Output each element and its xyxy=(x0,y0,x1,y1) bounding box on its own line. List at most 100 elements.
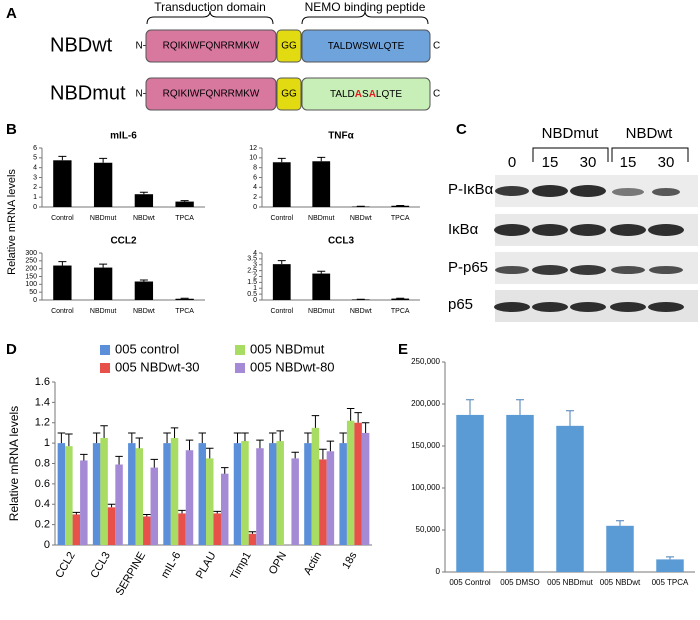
x-tick-label: CCL2 xyxy=(53,550,77,580)
bar xyxy=(311,427,320,545)
band xyxy=(532,265,568,275)
legend-swatch xyxy=(100,345,110,355)
y-tick-label: 150,000 xyxy=(411,441,440,450)
y-axis-label: Relative mRNA levels xyxy=(7,406,21,521)
y-tick-label: 200 xyxy=(25,266,37,273)
error-bar xyxy=(58,155,67,161)
bar xyxy=(100,438,108,545)
x-tick-label: TPCA xyxy=(175,215,194,222)
bar xyxy=(326,451,335,545)
chart-title: TNFα xyxy=(328,131,354,142)
row-label: P-p65 xyxy=(448,259,488,276)
x-tick-label: Timp1 xyxy=(228,550,253,582)
band xyxy=(570,265,606,275)
y-tick-label: 3 xyxy=(33,174,37,181)
y-tick-label: 8 xyxy=(253,165,257,172)
band xyxy=(610,302,646,312)
error-bar xyxy=(107,503,116,508)
legend-label: 005 NBDmut xyxy=(250,341,325,356)
y-tick-label: 0 xyxy=(33,204,37,211)
x-tick-label: TPCA xyxy=(175,308,194,315)
error-bar xyxy=(115,455,123,465)
error-bar xyxy=(566,410,574,426)
error-bar xyxy=(616,520,624,526)
peptide-box xyxy=(301,77,431,111)
bar xyxy=(506,414,534,572)
x-tick-label: Control xyxy=(270,308,293,315)
bar xyxy=(213,513,221,545)
error-bar xyxy=(180,200,189,202)
band xyxy=(532,302,568,312)
bar xyxy=(319,459,327,545)
y-tick-label: 2.5 xyxy=(247,267,257,274)
x-tick-label: Control xyxy=(51,308,74,315)
legend-swatch xyxy=(100,363,110,373)
chart-title: CCL2 xyxy=(110,236,137,247)
residue: A xyxy=(355,89,362,100)
bar xyxy=(170,438,179,545)
error-bar xyxy=(139,279,148,282)
construct-diagram: NBDwt N- RQIKIWFQNRRMKW GG TALDWSWLQTE C NBDmu… xyxy=(50,29,440,111)
row-label: P-IκBα xyxy=(448,181,494,198)
error-bar xyxy=(354,412,362,423)
y-tick-label: 3 xyxy=(253,262,257,269)
legend-label: 005 NBDwt-30 xyxy=(115,359,200,374)
transduction-box xyxy=(145,29,277,63)
error-bar xyxy=(291,451,299,459)
error-bar xyxy=(317,156,326,162)
x-tick-label: mIL-6 xyxy=(159,550,183,580)
row-label: p65 xyxy=(448,296,473,313)
y-tick-label: 0.2 xyxy=(35,519,50,531)
residue: LQTE xyxy=(376,89,402,100)
y-tick-label: 150 xyxy=(25,273,37,280)
bar xyxy=(93,162,113,207)
bar xyxy=(312,273,331,300)
error-bar xyxy=(163,432,171,444)
y-tick-label: 0 xyxy=(253,297,257,304)
error-bar xyxy=(326,440,335,452)
y-axis-label: Relative mRNA levels xyxy=(6,169,18,275)
group-label: NBDmut xyxy=(542,125,600,142)
bar xyxy=(272,264,291,300)
error-bar xyxy=(206,447,214,459)
error-bar xyxy=(241,432,249,442)
band xyxy=(612,188,644,196)
error-bar xyxy=(666,556,674,560)
bar xyxy=(391,205,410,207)
legend-label: 005 NBDwt-80 xyxy=(250,359,335,374)
error-bar xyxy=(277,260,286,265)
panel-letter: C xyxy=(456,121,467,138)
error-bar xyxy=(198,432,207,444)
error-bar xyxy=(178,509,186,514)
error-bar xyxy=(346,407,355,421)
linker-box xyxy=(276,29,302,63)
error-bar xyxy=(185,439,194,451)
bar xyxy=(53,265,72,300)
y-tick-label: 100 xyxy=(25,281,37,288)
y-tick-label: 4 xyxy=(253,250,257,257)
bar xyxy=(135,448,144,545)
y-tick-label: 50 xyxy=(29,289,37,296)
legend-swatch xyxy=(235,345,245,355)
error-bar xyxy=(276,430,284,442)
x-tick-label: CCL3 xyxy=(88,550,112,580)
x-tick-label: 005 DMSO xyxy=(500,578,540,587)
band xyxy=(610,224,646,236)
x-tick-label: TPCA xyxy=(391,308,410,315)
bar xyxy=(268,443,277,545)
terminus: N- xyxy=(135,89,146,100)
x-tick-label: NBDmut xyxy=(308,215,335,222)
y-tick-label: 250 xyxy=(25,258,37,265)
error-bar xyxy=(319,448,327,460)
bar xyxy=(339,443,347,545)
error-bar xyxy=(268,432,277,444)
linker: GG xyxy=(281,89,297,100)
error-bar xyxy=(139,191,148,195)
y-tick-label: 0.6 xyxy=(35,478,50,490)
bracket xyxy=(611,147,689,162)
error-bar xyxy=(277,157,286,163)
y-tick-label: 50,000 xyxy=(416,525,441,534)
error-bar xyxy=(72,511,81,515)
y-tick-label: 250,000 xyxy=(411,357,440,366)
y-tick-label: 200,000 xyxy=(411,399,440,408)
